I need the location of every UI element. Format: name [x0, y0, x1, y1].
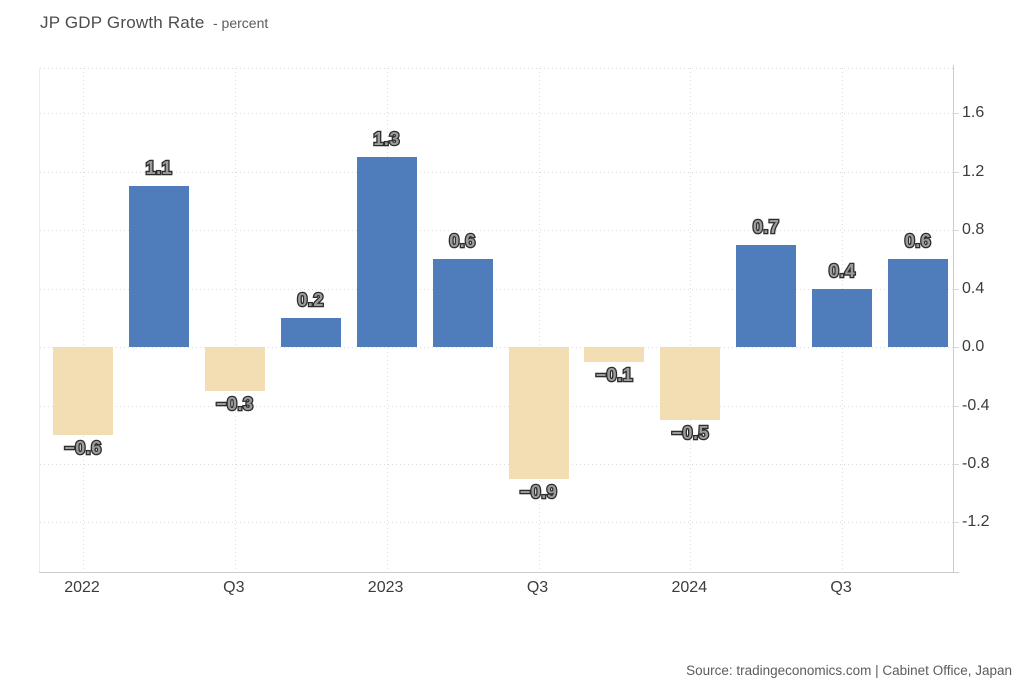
y-tick-label: -0.8 — [962, 454, 990, 472]
bar-q4-2024[interactable] — [888, 259, 948, 348]
bar-q2-2022[interactable] — [128, 186, 189, 347]
bar-value-label: −0.3 — [215, 393, 255, 416]
bar-q2-2023[interactable] — [432, 259, 493, 348]
y-tick-label: 0.0 — [962, 338, 985, 355]
y-axis-tick — [953, 230, 959, 232]
bar-q4-2022[interactable] — [280, 317, 341, 347]
x-tick-label: Q3 — [223, 579, 245, 596]
y-axis-tick — [953, 171, 959, 173]
bar-q1-2022[interactable] — [53, 347, 113, 435]
x-tick-label: 2022 — [64, 579, 100, 596]
bar-value-label: 0.4 — [828, 259, 857, 282]
bar-value-label: 0.6 — [448, 230, 477, 253]
gridline-horizontal — [40, 171, 953, 173]
bar-q3-2023[interactable] — [508, 347, 569, 479]
y-axis-tick — [953, 522, 959, 524]
x-axis-line — [39, 572, 959, 573]
bar-value-label: −0.6 — [63, 436, 103, 459]
bar-value-label: −0.5 — [670, 422, 710, 445]
bar-q3-2024[interactable] — [812, 288, 873, 347]
y-tick-label: 0.8 — [962, 221, 985, 239]
y-axis-tick — [953, 405, 959, 407]
y-tick-label: 1.6 — [962, 104, 985, 122]
bar-q4-2023[interactable] — [584, 347, 645, 362]
chart-title-text: JP GDP Growth Rate — [40, 13, 205, 32]
y-tick-label: 1.2 — [962, 162, 985, 180]
gridline-horizontal — [40, 522, 953, 524]
bar-q1-2024[interactable] — [660, 347, 721, 420]
bar-value-label: 0.2 — [296, 288, 325, 311]
chart-title-unit: - percent — [213, 15, 269, 31]
x-tick-label: 2024 — [671, 579, 708, 596]
bar-value-label: 1.1 — [144, 157, 173, 180]
source-attribution: Source: tradingeconomics.com | Cabinet O… — [686, 663, 1012, 678]
bar-value-label: −0.9 — [518, 480, 558, 503]
bar-value-label: 0.6 — [903, 230, 932, 253]
gridline-horizontal — [40, 230, 953, 232]
plot-top-border — [40, 68, 953, 69]
bar-value-label: 0.7 — [752, 215, 781, 238]
gridline-vertical — [538, 68, 540, 572]
gridline-horizontal — [40, 405, 953, 407]
bar-q2-2024[interactable] — [736, 244, 797, 348]
y-tick-label: 0.4 — [962, 279, 985, 297]
bar-q3-2022[interactable] — [204, 347, 265, 391]
y-axis-tick — [953, 463, 959, 465]
x-tick-label: Q3 — [526, 579, 549, 596]
y-axis-tick — [953, 113, 959, 115]
gridline-vertical — [234, 68, 236, 572]
gridline-horizontal — [40, 113, 953, 115]
x-tick-label: 2023 — [367, 579, 404, 596]
y-axis-tick — [953, 347, 959, 348]
gridline-horizontal — [40, 463, 953, 465]
gridline-horizontal — [40, 347, 953, 348]
plot-area: −0.6 1.1 −0.3 0.2 1.3 0.6 −0.9 −0.1 −0.5 0.7 0.4 0.… — [39, 68, 953, 572]
gridline-vertical — [690, 68, 692, 572]
chart-title: JP GDP Growth Rate - percent — [40, 13, 268, 33]
y-tick-label: -1.2 — [962, 513, 990, 531]
y-tick-label: -0.4 — [962, 396, 990, 414]
gridline-vertical — [83, 68, 84, 572]
bar-q1-2023[interactable] — [356, 157, 417, 347]
bar-value-label: 1.3 — [372, 128, 401, 151]
x-tick-label: Q3 — [830, 579, 852, 596]
y-axis-line — [953, 65, 954, 573]
bar-value-label: −0.1 — [594, 363, 634, 386]
y-axis-tick — [953, 288, 959, 290]
gridline-horizontal — [40, 288, 953, 290]
